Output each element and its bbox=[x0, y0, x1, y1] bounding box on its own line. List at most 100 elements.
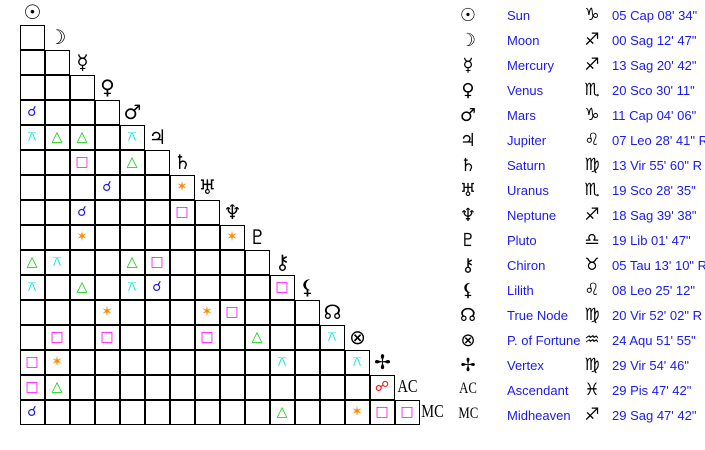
aspect-cell-ascendant-sun: □ bbox=[19, 374, 45, 400]
aspect-cell-true-node-uranus: ✶ bbox=[194, 299, 220, 325]
planet-name: Lilith bbox=[507, 283, 534, 298]
aspect-cell-venus-mercury bbox=[69, 74, 95, 100]
aspect-cell-p-of-fortune-chiron bbox=[269, 324, 295, 350]
saturn-glyph-icon: ♄ bbox=[173, 149, 192, 174]
aspect-cell-ascendant-vertex: ☍ bbox=[369, 374, 395, 400]
zodiac-sign-icon: ♉ bbox=[584, 255, 600, 275]
saturn-icon: ♄ bbox=[459, 155, 477, 176]
aspect-cell-ascendant-chiron bbox=[269, 374, 295, 400]
aspect-cell-vertex-chiron: ⚻ bbox=[269, 349, 295, 375]
square-icon: □ bbox=[375, 404, 389, 420]
aspect-cell-p-of-fortune-pluto: △ bbox=[244, 324, 270, 350]
aspect-cell-p-of-fortune-jupiter bbox=[144, 324, 170, 350]
planet-row-jupiter: ♃ Jupiter ♌ 07 Leo 28' 41" R bbox=[452, 130, 705, 155]
aspect-cell-midheaven-vertex: □ bbox=[369, 399, 395, 425]
jupiter-icon: ♃ bbox=[459, 130, 477, 151]
aspect-cell-p-of-fortune-venus: □ bbox=[94, 324, 120, 350]
aspect-cell-true-node-saturn bbox=[169, 299, 195, 325]
aspect-cell-uranus-moon bbox=[44, 174, 70, 200]
mars-icon: ♂ bbox=[459, 105, 477, 126]
aspect-cell-saturn-moon bbox=[44, 149, 70, 175]
planet-positions-list: ☉ Sun ♑ 05 Cap 08' 34" ☽ Moon ♐ 00 Sag 12' 47" ☿… bbox=[452, 5, 705, 445]
planet-position: 08 Leo 25' 12" bbox=[612, 283, 696, 298]
aspect-cell-ascendant-saturn bbox=[169, 374, 195, 400]
aspect-cell-lilith-saturn bbox=[169, 274, 195, 300]
planet-name: Saturn bbox=[507, 158, 546, 173]
aspect-cell-saturn-jupiter bbox=[144, 149, 170, 175]
mercury-icon: ☿ bbox=[462, 55, 474, 76]
planet-position: 13 Vir 55' 60" R bbox=[612, 158, 702, 173]
trine-icon: △ bbox=[26, 254, 38, 270]
planet-position: 18 Sag 39' 38" bbox=[612, 208, 697, 223]
neptune-glyph-icon: ♆ bbox=[223, 199, 242, 224]
mars-glyph-icon: ♂ bbox=[123, 99, 142, 124]
aspect-cell-vertex-true-node bbox=[319, 349, 345, 375]
planet-name: Sun bbox=[507, 8, 531, 23]
aspect-cell-venus-sun bbox=[19, 74, 45, 100]
vertex-glyph-icon: ✢ bbox=[374, 349, 391, 374]
neptune-icon: ♆ bbox=[459, 205, 477, 226]
aspect-cell-midheaven-p-of-fortune: ✶ bbox=[344, 399, 370, 425]
conjunction-icon: ☌ bbox=[77, 204, 87, 220]
zodiac-sign-icon: ♐ bbox=[584, 405, 600, 425]
aspect-cell-uranus-saturn: ✶ bbox=[169, 174, 195, 200]
sun-icon: ☉ bbox=[459, 5, 477, 26]
p-of-fortune-icon: ⊗ bbox=[460, 330, 476, 351]
aspect-cell-pluto-venus bbox=[94, 224, 120, 250]
aspect-cell-true-node-lilith bbox=[294, 299, 320, 325]
p-of-fortune-glyph-icon: ⊗ bbox=[349, 324, 366, 349]
aspect-cell-ascendant-venus bbox=[94, 374, 120, 400]
planet-row-p-of-fortune: ⊗ P. of Fortune ♒ 24 Aqu 51' 55" bbox=[452, 330, 705, 355]
planet-position: 07 Leo 28' 41" R bbox=[612, 133, 705, 148]
planet-position: 29 Sag 47' 42" bbox=[612, 408, 697, 423]
moon-icon: ☽ bbox=[459, 30, 477, 51]
true-node-icon: ☊ bbox=[460, 305, 476, 326]
aspect-cell-chiron-mars: △ bbox=[119, 249, 145, 275]
planet-row-true-node: ☊ True Node ♍ 20 Vir 52' 02" R bbox=[452, 305, 705, 330]
aspect-cell-pluto-jupiter bbox=[144, 224, 170, 250]
planet-row-moon: ☽ Moon ♐ 00 Sag 12' 47" bbox=[452, 30, 705, 55]
aspect-cell-uranus-mercury bbox=[69, 174, 95, 200]
aspect-cell-lilith-venus bbox=[94, 274, 120, 300]
conjunction-icon: ☌ bbox=[27, 104, 37, 120]
aspect-cell-ascendant-mercury bbox=[69, 374, 95, 400]
aspect-cell-midheaven-pluto bbox=[244, 399, 270, 425]
square-icon: □ bbox=[150, 254, 164, 270]
vertex-icon: ✢ bbox=[460, 355, 476, 376]
planet-position: 00 Sag 12' 47" bbox=[612, 33, 697, 48]
square-icon: □ bbox=[200, 329, 214, 345]
aspect-cell-saturn-sun bbox=[19, 149, 45, 175]
pluto-glyph-icon: ♇ bbox=[248, 224, 267, 249]
aspect-cell-chiron-pluto bbox=[244, 249, 270, 275]
aspect-cell-jupiter-venus bbox=[94, 124, 120, 150]
trine-icon: △ bbox=[51, 129, 63, 145]
planet-position: 20 Vir 52' 02" R bbox=[612, 308, 702, 323]
venus-icon: ♀ bbox=[461, 80, 475, 101]
aspect-cell-chiron-venus bbox=[94, 249, 120, 275]
aspect-cell-chiron-neptune bbox=[219, 249, 245, 275]
aspect-cell-midheaven-mercury bbox=[69, 399, 95, 425]
planet-row-lilith: ⚸ Lilith ♌ 08 Leo 25' 12" bbox=[452, 280, 705, 305]
trine-icon: △ bbox=[51, 379, 63, 395]
aspect-cell-vertex-mars bbox=[119, 349, 145, 375]
planet-position: 29 Vir 54' 46" bbox=[612, 358, 689, 373]
aspect-cell-true-node-venus: ✶ bbox=[94, 299, 120, 325]
aspect-cell-true-node-moon bbox=[44, 299, 70, 325]
aspect-cell-midheaven-true-node bbox=[319, 399, 345, 425]
zodiac-sign-icon: ♍ bbox=[584, 305, 600, 325]
zodiac-sign-icon: ♑ bbox=[584, 105, 600, 125]
mercury-glyph-icon: ☿ bbox=[76, 49, 89, 74]
square-icon: □ bbox=[275, 279, 289, 295]
aspect-cell-true-node-chiron bbox=[269, 299, 295, 325]
sextile-icon: ✶ bbox=[226, 229, 238, 245]
aspect-cell-neptune-mercury: ☌ bbox=[69, 199, 95, 225]
aspect-cell-ascendant-lilith bbox=[294, 374, 320, 400]
lilith-icon: ⚸ bbox=[461, 280, 475, 301]
aspect-cell-chiron-sun: △ bbox=[19, 249, 45, 275]
aspect-cell-neptune-mars bbox=[119, 199, 145, 225]
aspect-cell-ascendant-moon: △ bbox=[44, 374, 70, 400]
chiron-icon: ⚷ bbox=[461, 255, 475, 276]
aspect-cell-saturn-mercury: □ bbox=[69, 149, 95, 175]
aspect-cell-jupiter-sun: ⚻ bbox=[19, 124, 45, 150]
aspect-cell-chiron-saturn bbox=[169, 249, 195, 275]
